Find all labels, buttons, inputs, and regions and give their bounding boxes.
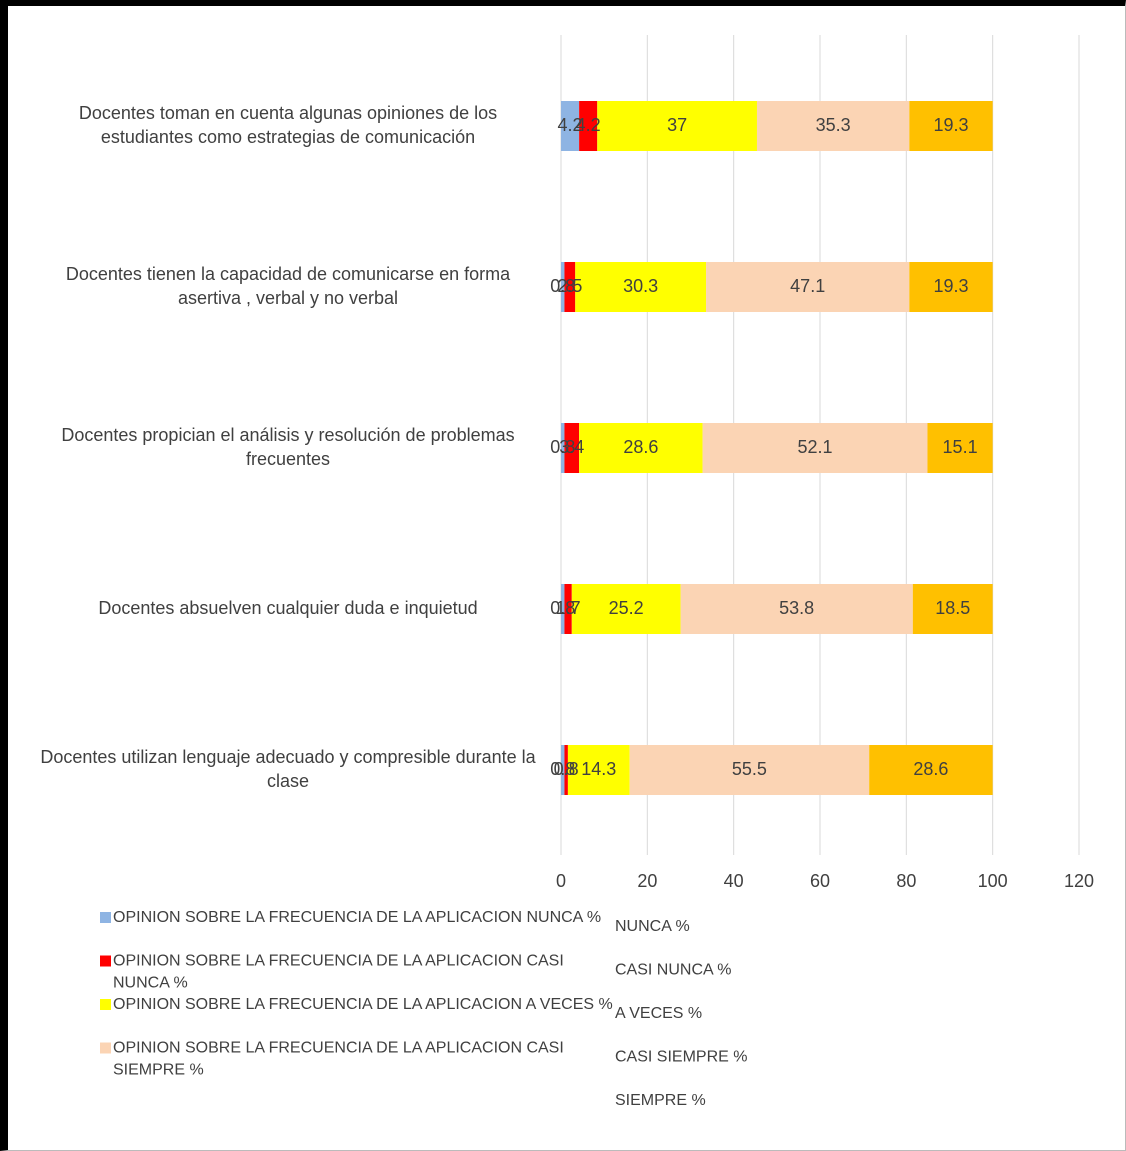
bar-segment	[597, 101, 757, 151]
data-label: 0.8	[550, 759, 575, 779]
data-label: 4.2	[558, 115, 583, 135]
bar-segment	[561, 745, 565, 795]
x-tick-label: 100	[978, 871, 1008, 891]
data-label: 15.1	[943, 437, 978, 457]
legend-extra-label: CASI NUNCA %	[615, 962, 731, 979]
x-tick-label: 60	[810, 871, 830, 891]
bar-segment	[909, 262, 993, 312]
data-label: 2.5	[557, 276, 582, 296]
x-tick-label: 20	[637, 871, 657, 891]
bar-segment	[561, 423, 565, 473]
bar-segment	[756, 101, 910, 151]
bar-segment	[571, 584, 681, 634]
bar-segment	[927, 423, 993, 473]
data-label: 37	[667, 115, 687, 135]
data-label: 0.8	[554, 759, 579, 779]
bar-segment	[680, 584, 913, 634]
bar-segment	[909, 101, 993, 151]
bar-segment	[564, 262, 576, 312]
bar-segment	[564, 423, 580, 473]
bar-segment	[564, 745, 568, 795]
legend-label: OPINION SOBRE LA FRECUENCIA DE LA APLICA…	[113, 909, 601, 926]
data-label: 47.1	[790, 276, 825, 296]
bar-segment	[869, 745, 993, 795]
bar-segment	[575, 262, 707, 312]
category-label: Docentes tienen la capacidad de comunica…	[66, 264, 511, 308]
bar-segment	[912, 584, 993, 634]
bar-segment	[579, 423, 703, 473]
data-label: 53.8	[779, 598, 814, 618]
legend-label: OPINION SOBRE LA FRECUENCIA DE LA APLICA…	[113, 953, 564, 992]
bar-segment	[706, 262, 910, 312]
bar-segment	[561, 101, 580, 151]
category-label: Docentes utilizan lenguaje adecuado y co…	[40, 747, 536, 791]
data-label: 28.6	[623, 437, 658, 457]
data-label: 18.5	[935, 598, 970, 618]
bar-segment	[702, 423, 928, 473]
data-label: 19.3	[933, 115, 968, 135]
legend-label: OPINION SOBRE LA FRECUENCIA DE LA APLICA…	[113, 1040, 564, 1079]
data-label: 0.8	[550, 598, 575, 618]
category-label: Docentes absuelven cualquier duda e inqu…	[98, 598, 477, 618]
data-label: 55.5	[732, 759, 767, 779]
legend-extra-label: CASI SIEMPRE %	[615, 1049, 747, 1066]
bar-segment	[561, 262, 565, 312]
data-label: 25.2	[609, 598, 644, 618]
legend-swatch	[100, 912, 111, 923]
x-tick-label: 120	[1064, 871, 1094, 891]
data-label: 4.2	[576, 115, 601, 135]
bar-segment	[579, 101, 598, 151]
legend-swatch	[100, 955, 111, 967]
data-label: 14.3	[581, 759, 616, 779]
legend-extra-label: SIEMPRE %	[615, 1092, 706, 1109]
legend-extra-label: A VECES %	[615, 1005, 702, 1022]
category-label: Docentes toman en cuenta algunas opinion…	[79, 103, 497, 147]
data-label: 1.7	[556, 598, 581, 618]
category-label: Docentes propician el análisis y resoluc…	[61, 425, 514, 469]
bar-segment	[561, 584, 565, 634]
data-label: 19.3	[933, 276, 968, 296]
legend-extra-label: NUNCA %	[615, 918, 690, 935]
legend-label: OPINION SOBRE LA FRECUENCIA DE LA APLICA…	[113, 996, 613, 1013]
x-tick-label: 0	[556, 871, 566, 891]
data-label: 30.3	[623, 276, 658, 296]
data-label: 52.1	[798, 437, 833, 457]
x-tick-label: 40	[724, 871, 744, 891]
legend-swatch	[100, 1042, 111, 1054]
bar-segment	[567, 745, 630, 795]
data-label: 3.4	[559, 437, 584, 457]
legend-swatch	[100, 999, 111, 1010]
x-tick-label: 80	[896, 871, 916, 891]
data-label: 0.8	[550, 276, 575, 296]
data-label: 28.6	[913, 759, 948, 779]
data-label: 0.8	[550, 437, 575, 457]
data-label: 35.3	[816, 115, 851, 135]
bar-segment	[629, 745, 870, 795]
bar-segment	[564, 584, 572, 634]
